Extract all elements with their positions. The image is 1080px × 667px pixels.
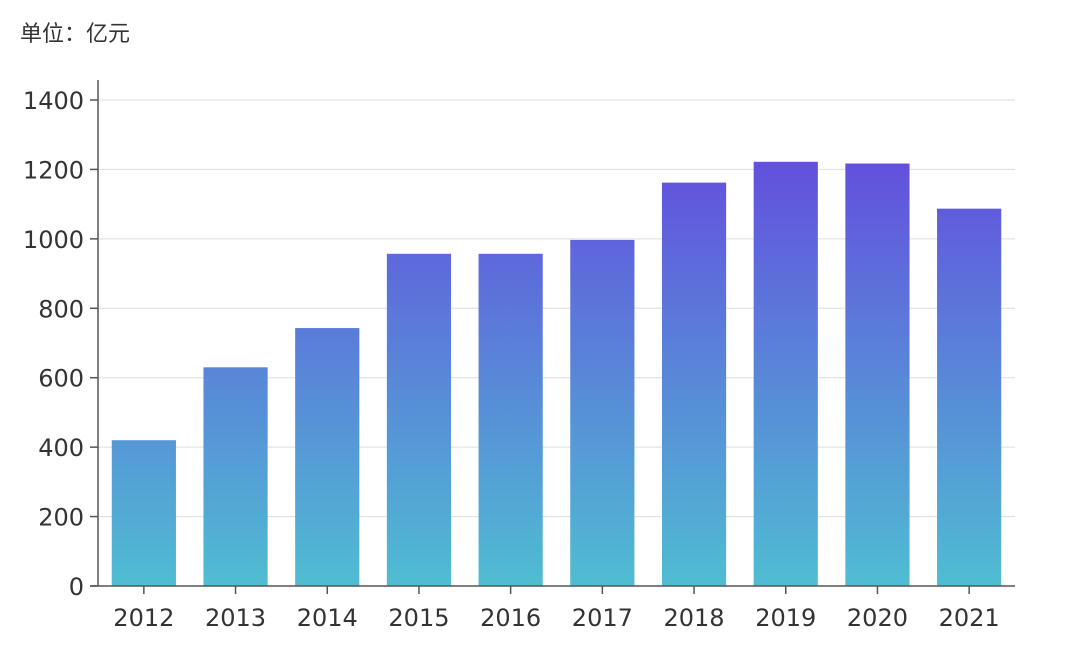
- x-tick-label: 2017: [572, 604, 633, 632]
- x-tick-label: 2014: [297, 604, 358, 632]
- x-tick-label: 2020: [847, 604, 908, 632]
- x-tick-label: 2019: [755, 604, 816, 632]
- bar-2016: [478, 253, 543, 586]
- x-tick-label: 2013: [205, 604, 266, 632]
- y-tick-label: 200: [38, 504, 84, 532]
- bars: [111, 161, 1002, 587]
- y-tick-label: 400: [38, 434, 84, 462]
- y-tick-label: 1000: [23, 226, 84, 254]
- x-tick-label: 2015: [388, 604, 449, 632]
- x-tick-label: 2016: [480, 604, 541, 632]
- bar-2013: [203, 367, 268, 586]
- unit-label: 单位：亿元: [20, 22, 131, 47]
- y-tick-label: 0: [69, 573, 84, 601]
- x-tick-label: 2018: [664, 604, 725, 632]
- bar-2018: [661, 182, 727, 586]
- y-tick-label: 1400: [23, 87, 84, 115]
- x-tick-label: 2021: [939, 604, 1000, 632]
- y-tick-label: 800: [38, 295, 84, 323]
- axes: [90, 80, 1015, 594]
- bar-2021: [937, 208, 1002, 587]
- bar-2017: [570, 239, 635, 587]
- bar-2020: [845, 163, 910, 586]
- y-tick-label: 1200: [23, 156, 84, 184]
- bar-2012: [111, 440, 176, 586]
- x-tick-label: 2012: [113, 604, 174, 632]
- bar-2015: [386, 253, 452, 586]
- y-tick-label: 600: [38, 365, 84, 393]
- bar-2014: [295, 328, 360, 586]
- tick-labels: 0 200 400 600 800 1000 1200 1400 2012 2013 2014 201…: [23, 87, 1000, 632]
- bar-2019: [753, 161, 818, 586]
